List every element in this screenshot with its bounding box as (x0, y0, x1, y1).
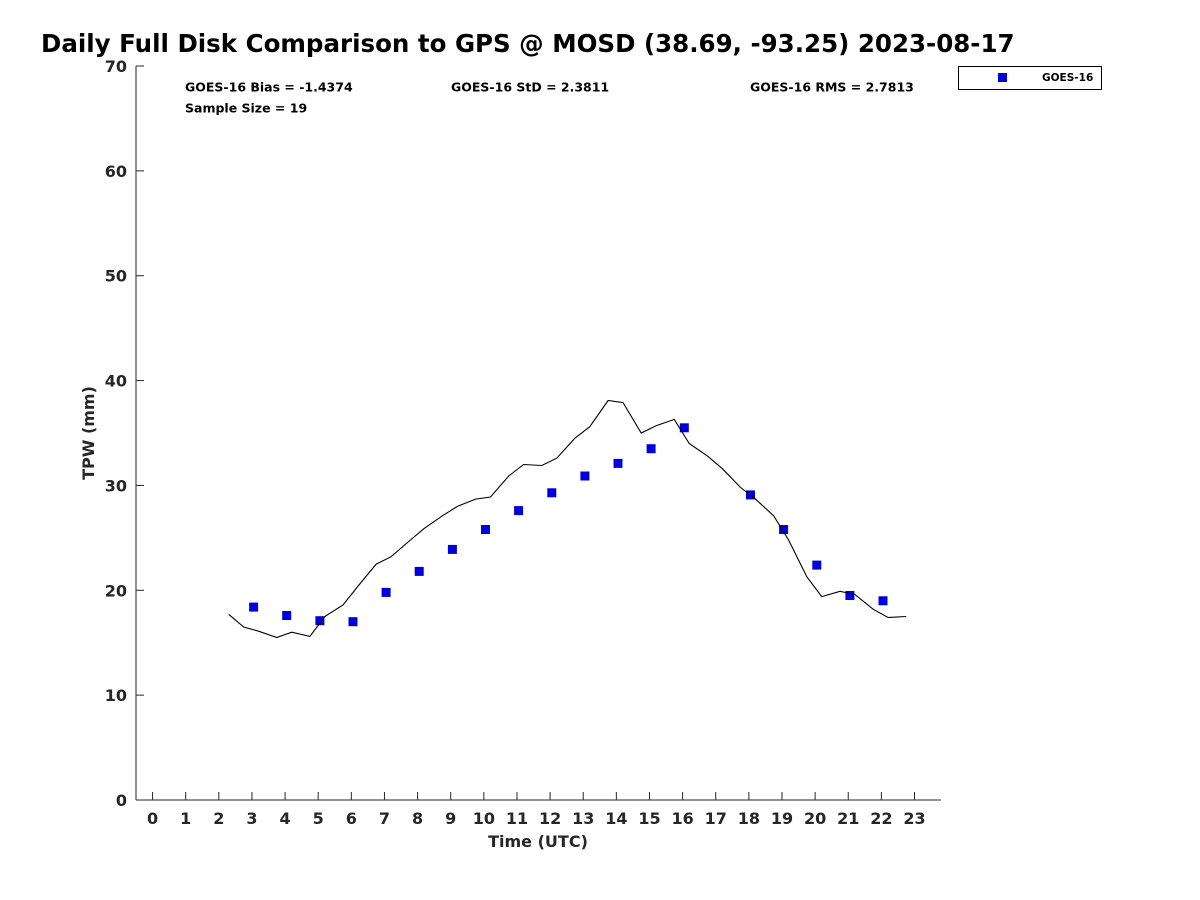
goes16-point (414, 566, 424, 576)
stat-rms: GOES-16 RMS = 2.7813 (750, 80, 914, 95)
goes16-point (580, 471, 590, 481)
stat-std: GOES-16 StD = 2.3811 (451, 80, 609, 95)
x-tick-label: 13 (572, 809, 594, 828)
x-tick-label: 15 (638, 809, 660, 828)
goes16-point (646, 444, 656, 454)
stat-sample-size: Sample Size = 19 (185, 101, 307, 116)
y-tick-label: 0 (116, 791, 127, 810)
legend: GOES-16 (958, 66, 1102, 90)
x-axis-label: Time (UTC) (488, 832, 588, 851)
goes16-point (679, 423, 689, 433)
x-tick-label: 12 (539, 809, 561, 828)
x-tick-label: 0 (147, 809, 158, 828)
x-tick-label: 16 (671, 809, 693, 828)
y-tick-label: 50 (105, 267, 127, 286)
x-tick-label: 23 (903, 809, 925, 828)
legend-label-goes16: GOES-16 (1042, 72, 1093, 84)
x-tick-label: 6 (346, 809, 357, 828)
goes16-point (447, 544, 457, 554)
goes16-point (282, 611, 292, 620)
y-tick-label: 60 (105, 162, 127, 181)
goes16-point (381, 587, 391, 597)
legend-box (958, 66, 1102, 90)
x-tick-label: 5 (313, 809, 324, 828)
legend-marker-goes16 (998, 73, 1007, 82)
y-axis-label: TPW (mm) (79, 386, 98, 480)
y-tick-label: 20 (105, 581, 127, 600)
x-tick-label: 21 (837, 809, 859, 828)
goes16-point (547, 488, 557, 498)
gps-line (228, 399, 907, 639)
stat-bias: GOES-16 Bias = -1.4374 (185, 80, 353, 95)
x-tick-label: 7 (379, 809, 390, 828)
goes16-point (779, 525, 789, 534)
y-tick-label: 10 (105, 686, 127, 705)
goes16-point (348, 617, 358, 627)
x-tick-label: 17 (705, 809, 727, 828)
x-tick-label: 8 (412, 809, 423, 828)
goes16-point (878, 596, 888, 606)
x-tick-label: 10 (473, 809, 495, 828)
x-tick-label: 9 (445, 809, 456, 828)
goes16-point (315, 616, 325, 626)
x-tick-label: 11 (506, 809, 528, 828)
goes16-point (812, 560, 822, 570)
x-tick-label: 3 (246, 809, 257, 828)
x-tick-label: 14 (605, 809, 627, 828)
x-tick-label: 18 (738, 809, 760, 828)
x-tick-label: 19 (771, 809, 793, 828)
series-layer (228, 399, 907, 639)
x-tick-label: 22 (870, 809, 892, 828)
x-tick-label: 20 (804, 809, 826, 828)
goes16-point (514, 506, 524, 516)
goes16-point (613, 458, 623, 468)
stats-layer: GOES-16 Bias = -1.4374 GOES-16 StD = 2.3… (185, 80, 914, 116)
y-tick-label: 30 (105, 476, 127, 495)
x-tick-label: 1 (180, 809, 191, 828)
chart-title: Daily Full Disk Comparison to GPS @ MOSD… (41, 29, 1015, 58)
y-tick-label: 40 (105, 372, 127, 391)
goes16-point (249, 602, 259, 612)
goes16-point (845, 591, 855, 600)
y-tick-label: 70 (105, 57, 127, 76)
goes16-point (481, 525, 490, 534)
x-tick-label: 2 (213, 809, 224, 828)
x-tick-label: 4 (280, 809, 291, 828)
